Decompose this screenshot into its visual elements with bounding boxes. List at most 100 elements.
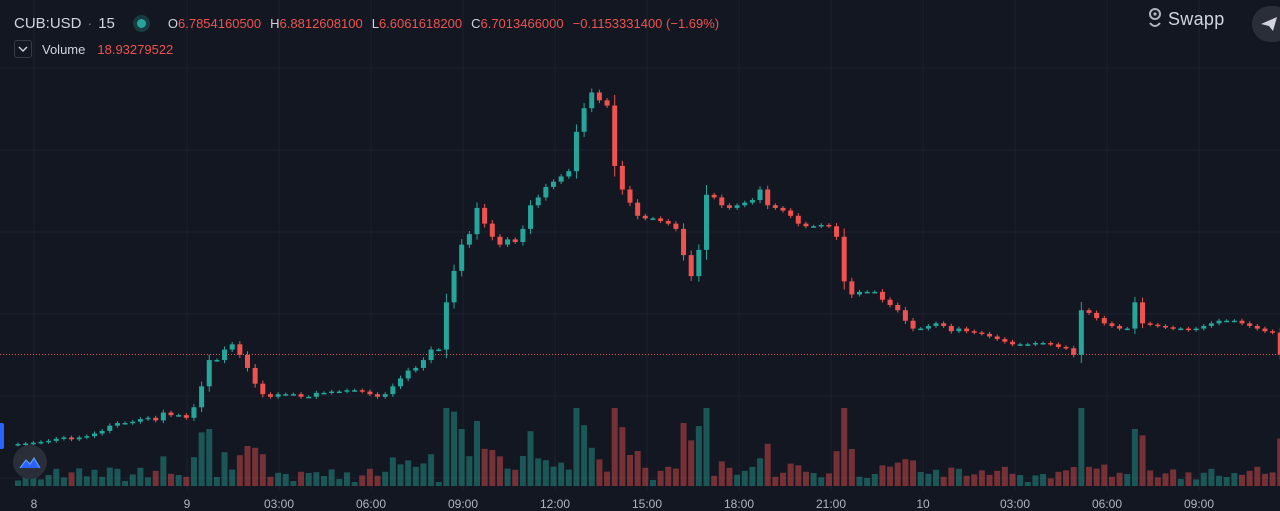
candle-up[interactable] [229, 344, 235, 350]
collapse-legend-button[interactable] [14, 40, 32, 58]
candle-down[interactable] [711, 194, 717, 198]
candle-down[interactable] [979, 332, 985, 335]
candle-up[interactable] [864, 291, 870, 294]
candle-up[interactable] [390, 386, 396, 395]
candle-up[interactable] [23, 443, 29, 445]
candle-down[interactable] [1185, 328, 1191, 331]
candle-down[interactable] [902, 310, 908, 321]
candle-up[interactable] [1124, 328, 1130, 331]
candle-up[interactable] [918, 328, 924, 331]
candle-up[interactable] [352, 390, 358, 392]
candle-down[interactable] [1239, 320, 1245, 324]
candle-up[interactable] [145, 417, 151, 420]
candle-down[interactable] [168, 412, 174, 416]
candle-up[interactable] [1224, 320, 1230, 323]
candle-up[interactable] [872, 291, 878, 294]
scroll-marker[interactable] [0, 423, 4, 449]
candle-up[interactable] [466, 234, 472, 245]
candle-up[interactable] [650, 218, 656, 220]
candle-down[interactable] [1055, 344, 1061, 347]
candle-down[interactable] [994, 336, 1000, 340]
candle-down[interactable] [658, 218, 664, 222]
candle-up[interactable] [451, 270, 457, 303]
share-button[interactable] [1252, 6, 1280, 42]
candle-down[interactable] [1010, 341, 1015, 345]
candle-down[interactable] [788, 210, 794, 216]
time-axis[interactable]: 8 9 03:00 06:00 09:00 12:00 15:00 18:00 … [0, 490, 1280, 511]
candle-down[interactable] [1086, 310, 1092, 313]
candle-up[interactable] [114, 423, 120, 426]
candle-down[interactable] [1270, 331, 1276, 333]
candle-down[interactable] [941, 323, 947, 326]
candle-down[interactable] [719, 197, 725, 206]
candle-up[interactable] [420, 360, 426, 368]
candle-down[interactable] [673, 223, 679, 229]
candle-up[interactable] [382, 394, 388, 397]
candle-down[interactable] [688, 255, 694, 277]
candle-down[interactable] [726, 205, 732, 208]
candle-down[interactable] [681, 228, 687, 256]
candle-down[interactable] [849, 281, 855, 295]
candle-up[interactable] [573, 131, 579, 172]
candle-up[interactable] [1040, 343, 1046, 345]
candle-down[interactable] [834, 226, 840, 237]
candle-up[interactable] [528, 205, 534, 229]
candle-up[interactable] [206, 360, 212, 387]
candle-down[interactable] [260, 383, 266, 395]
candle-down[interactable] [153, 417, 159, 421]
candle-down[interactable] [359, 390, 365, 392]
candle-up[interactable] [1078, 310, 1084, 355]
candle-up[interactable] [99, 430, 105, 434]
candle-up[interactable] [199, 386, 205, 408]
candle-down[interactable] [803, 223, 809, 227]
candle-down[interactable] [665, 221, 671, 224]
candle-up[interactable] [15, 444, 21, 446]
symbol-name[interactable]: CUB:USD [14, 14, 82, 32]
candle-up[interactable] [818, 224, 824, 227]
candle-up[interactable] [413, 367, 419, 371]
interval-label[interactable]: 15 [98, 14, 115, 32]
candle-up[interactable] [313, 392, 319, 397]
candle-up[interactable] [734, 205, 740, 208]
candle-up[interactable] [130, 421, 136, 424]
candle-down[interactable] [252, 367, 258, 384]
candle-down[interactable] [267, 394, 273, 397]
candle-up[interactable] [956, 328, 962, 332]
candle-down[interactable] [1117, 325, 1123, 329]
candle-down[interactable] [1163, 325, 1168, 328]
candle-down[interactable] [879, 291, 885, 300]
candle-up[interactable] [1025, 344, 1031, 346]
candle-up[interactable] [1216, 320, 1222, 324]
candle-up[interactable] [436, 349, 442, 352]
candle-down[interactable] [826, 224, 832, 227]
candle-down[interactable] [642, 215, 648, 219]
candle-down[interactable] [612, 105, 618, 166]
candle-up[interactable] [290, 394, 296, 396]
candle-down[interactable] [1109, 323, 1115, 326]
candle-up[interactable] [306, 396, 312, 399]
candle-up[interactable] [551, 181, 556, 187]
candle-down[interactable] [375, 394, 381, 397]
candle-down[interactable] [1262, 328, 1268, 332]
candle-up[interactable] [160, 412, 166, 421]
candle-up[interactable] [329, 391, 335, 394]
candle-up[interactable] [757, 189, 763, 201]
candle-up[interactable] [222, 349, 228, 361]
candle-up[interactable] [122, 423, 128, 425]
candle-up[interactable] [76, 437, 82, 440]
candle-down[interactable] [987, 333, 993, 337]
candle-up[interactable] [321, 392, 327, 395]
candle-down[interactable] [635, 202, 641, 216]
candle-down[interactable] [367, 391, 373, 395]
candle-down[interactable] [948, 325, 954, 332]
candle-up[interactable] [92, 433, 97, 437]
candle-up[interactable] [459, 244, 465, 271]
tradingview-logo-button[interactable] [13, 445, 47, 479]
candle-down[interactable] [971, 331, 977, 333]
candle-up[interactable] [1193, 328, 1199, 331]
candle-up[interactable] [1208, 323, 1214, 326]
candle-up[interactable] [30, 442, 36, 445]
candle-up[interactable] [589, 92, 595, 109]
candle-up[interactable] [704, 194, 709, 250]
candle-down[interactable] [772, 205, 778, 208]
